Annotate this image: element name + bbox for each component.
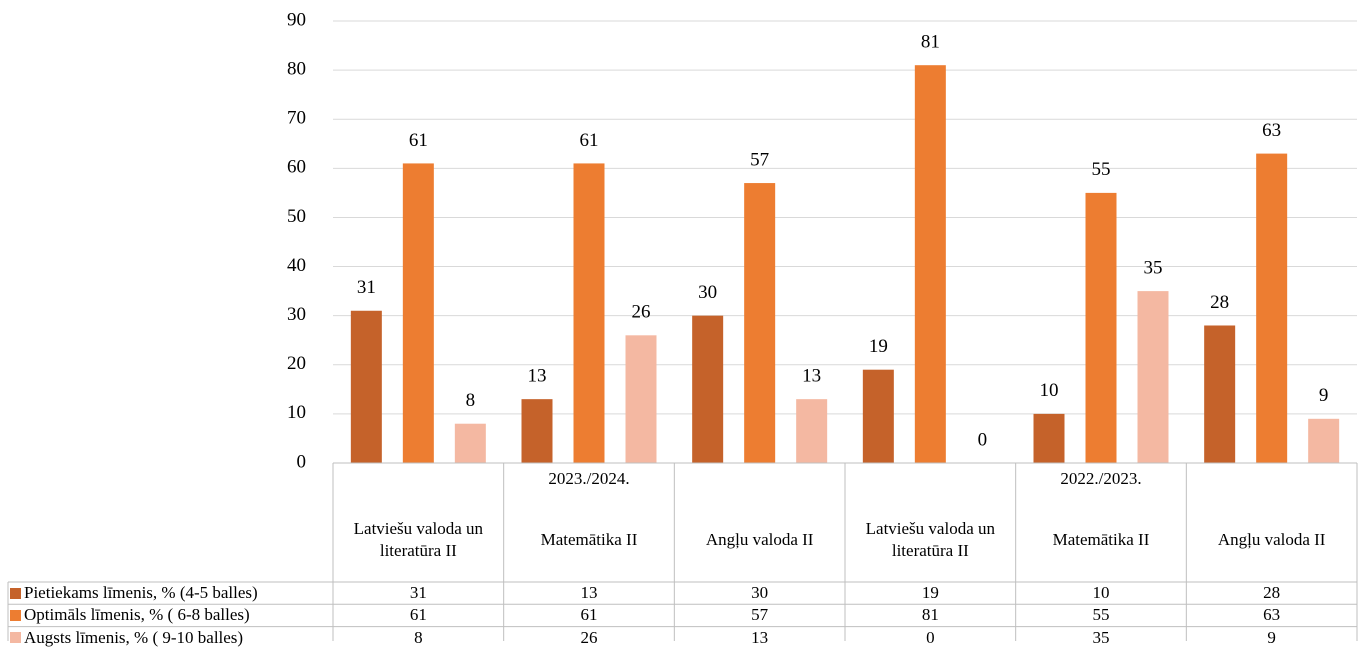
table-value: 63 [1263, 605, 1281, 625]
bar [1204, 325, 1236, 463]
bar [862, 369, 894, 463]
bar [402, 163, 434, 463]
value-label: 26 [632, 302, 651, 323]
legend-item: Pietiekams līmenis, % (4-5 balles) [8, 582, 333, 604]
table-value: 61 [580, 605, 598, 625]
value-label: 35 [1144, 257, 1163, 278]
value-label: 19 [869, 336, 888, 357]
legend-item: Optimāls līmenis, % ( 6-8 balles) [8, 604, 333, 626]
bar [744, 183, 776, 464]
x-tick-label: Latviešu valoda un literatūra II [353, 519, 483, 560]
table-value: 8 [414, 627, 423, 647]
y-tick-label: 40 [287, 255, 306, 276]
value-label: 10 [1040, 380, 1059, 401]
group-label: 2022./2023. [1060, 469, 1142, 488]
value-label: 0 [978, 429, 988, 450]
value-label: 61 [580, 130, 599, 151]
bar [625, 335, 657, 463]
table-value: 35 [1092, 627, 1110, 647]
table-value: 81 [921, 605, 939, 625]
table-value: 31 [409, 583, 427, 603]
table-value: 55 [1092, 605, 1110, 625]
x-tick-label: Angļu valoda II [705, 530, 814, 549]
x-tick-label: Matemātika II [540, 530, 638, 549]
x-tick-label: Latviešu valoda un literatūra II [865, 519, 995, 560]
value-label: 61 [409, 130, 428, 151]
bar [1256, 153, 1288, 463]
y-tick-label: 10 [287, 402, 306, 423]
bar [1308, 418, 1340, 463]
value-label: 30 [698, 282, 717, 303]
legend-text: Augsts līmenis, % ( 9-10 balles) [24, 627, 244, 647]
y-tick-label: 50 [287, 206, 306, 227]
bar [573, 163, 605, 463]
y-tick-label: 90 [287, 9, 306, 30]
table-value: 10 [1092, 583, 1110, 603]
y-tick-label: 20 [287, 353, 306, 374]
legend-item: Augsts līmenis, % ( 9-10 balles) [8, 627, 333, 649]
table-value: 30 [751, 583, 769, 603]
y-tick-label: 70 [287, 108, 306, 129]
legend-swatch [10, 587, 21, 599]
value-label: 13 [802, 366, 821, 387]
bar [1033, 413, 1065, 463]
legend-text: Pietiekams līmenis, % (4-5 balles) [24, 583, 258, 603]
legend-text: Optimāls līmenis, % ( 6-8 balles) [24, 605, 250, 625]
group-label: 2023./2024. [548, 469, 630, 488]
bar [796, 399, 828, 463]
table-value: 9 [1267, 627, 1276, 647]
value-label: 81 [921, 32, 940, 53]
bar [692, 315, 724, 463]
value-label: 55 [1092, 159, 1111, 180]
table-value: 28 [1263, 583, 1281, 603]
y-tick-label: 30 [287, 304, 306, 325]
table-value: 13 [751, 627, 769, 647]
table-value: 0 [926, 627, 935, 647]
value-label: 28 [1210, 292, 1229, 313]
bar [1137, 291, 1169, 463]
table-value: 13 [580, 583, 598, 603]
table-value: 57 [751, 605, 769, 625]
value-label: 8 [466, 390, 476, 411]
value-label: 31 [357, 277, 376, 298]
value-label: 57 [750, 149, 769, 170]
table-value: 26 [580, 627, 598, 647]
bar [350, 310, 382, 463]
y-tick-label: 0 [297, 451, 307, 472]
value-label: 13 [528, 366, 547, 387]
x-tick-label: Angļu valoda II [1217, 530, 1326, 549]
y-tick-label: 60 [287, 157, 306, 178]
x-tick-label: Matemātika II [1052, 530, 1150, 549]
bar [914, 65, 946, 463]
legend-swatch [10, 609, 21, 621]
table-value: 61 [409, 605, 427, 625]
value-label: 63 [1262, 120, 1281, 141]
table-value: 19 [921, 583, 939, 603]
value-label: 9 [1319, 385, 1329, 406]
bar [521, 399, 553, 463]
bar [454, 423, 486, 463]
legend-swatch [10, 632, 21, 644]
y-tick-label: 80 [287, 58, 306, 79]
bar [1085, 192, 1117, 463]
